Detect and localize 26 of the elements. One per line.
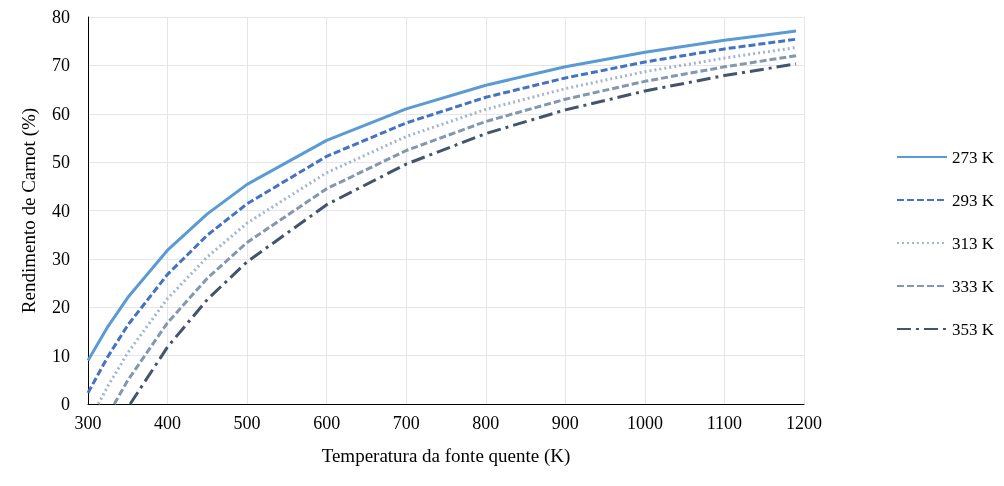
x-tick-label: 600	[313, 413, 341, 433]
x-tick-label: 900	[551, 413, 579, 433]
y-tick-label: 20	[52, 297, 70, 318]
y-tick-label: 40	[52, 200, 70, 221]
x-tick-label: 700	[392, 413, 420, 433]
legend-label: 353 K	[951, 319, 995, 339]
x-tick-label: 300	[74, 413, 102, 433]
x-tick-label: 1200	[786, 413, 822, 433]
legend-label: 273 K	[951, 147, 995, 167]
y-tick-label: 0	[61, 394, 70, 414]
x-tick-label: 1100	[706, 413, 743, 433]
x-tick-label: 400	[154, 413, 182, 433]
y-tick-label: 50	[52, 152, 70, 173]
y-tick-label: 10	[52, 345, 70, 366]
legend-label: 333 K	[951, 276, 995, 296]
x-tick-label: 500	[233, 413, 261, 433]
legend-label: 313 K	[951, 233, 995, 253]
legend-label: 293 K	[951, 190, 995, 210]
x-tick-label: 800	[472, 413, 500, 433]
x-axis-title: Temperatura da fonte quente (K)	[321, 445, 571, 467]
y-tick-label: 30	[52, 248, 70, 269]
y-tick-label: 70	[52, 55, 70, 76]
x-tick-label: 1000	[626, 413, 663, 433]
y-axis-title: Rendimento de Carnot (%)	[18, 107, 40, 314]
y-tick-label: 80	[52, 7, 70, 27]
y-tick-label: 60	[52, 103, 70, 124]
